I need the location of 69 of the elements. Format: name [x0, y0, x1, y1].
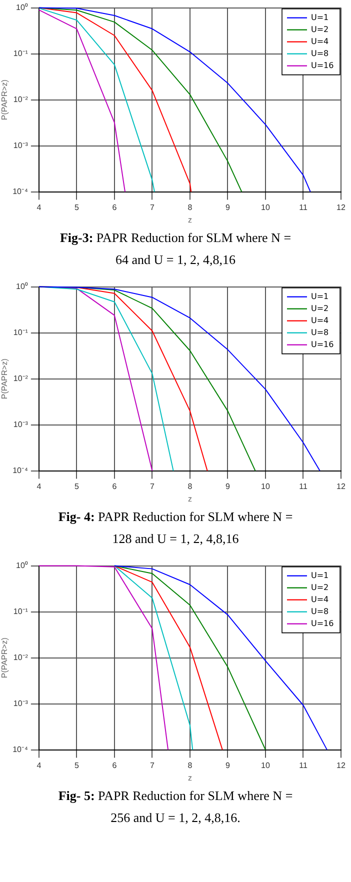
text: Fig- 5:: [58, 788, 95, 803]
x-tick-label: 6: [112, 760, 118, 770]
x-tick-label: 12: [336, 482, 346, 491]
legend-label: U=1: [311, 292, 329, 301]
y-tick-label: 10⁻¹: [13, 49, 28, 58]
x-tick-label: 10: [261, 202, 270, 212]
y-axis-title: P(PAPR>z): [0, 79, 10, 120]
legend-label: U=16: [311, 618, 334, 628]
x-tick-label: 9: [226, 760, 230, 770]
legend-label: U=4: [311, 36, 329, 46]
x-axis-title: z: [188, 494, 192, 504]
x-tick-label: 12: [336, 202, 346, 212]
legend-label: U=8: [311, 606, 329, 616]
text: PAPR Reduction for SLM where N = 64 and U = 1, 2, 4,8,16: [95, 230, 292, 267]
x-tick-label: 8: [188, 482, 193, 491]
x-tick-label: 4: [36, 482, 42, 491]
x-tick-label: 4: [36, 760, 42, 770]
x-tick-label: 7: [150, 482, 155, 491]
y-tick-label: 10⁻⁴: [12, 187, 28, 196]
x-tick-label: 4: [36, 202, 42, 212]
y-tick-label: 10⁻³: [13, 420, 28, 430]
x-tick-label: 10: [261, 760, 270, 770]
text: Fig-3:: [60, 230, 94, 245]
x-tick-label: 11: [299, 482, 308, 491]
x-tick-label: 9: [226, 482, 230, 491]
x-axis-title: z: [188, 215, 192, 224]
text: PAPR Reduction for SLM where N = 256 and U = 1, 2, 4,8,16.: [97, 788, 293, 825]
legend-label: U=1: [311, 570, 329, 580]
x-tick-label: 9: [226, 202, 230, 212]
y-tick-label: 10⁻⁴: [12, 745, 28, 754]
legend-label: U=16: [311, 340, 334, 349]
x-tick-label: 10: [261, 482, 270, 491]
legend-label: U=1: [311, 12, 329, 22]
x-tick-label: 7: [150, 202, 155, 212]
x-tick-label: 8: [188, 202, 193, 212]
y-tick-label: 10⁻¹: [13, 328, 28, 338]
y-tick-label: 10⁻²: [13, 95, 28, 104]
y-tick-label: 10⁻²: [13, 374, 28, 384]
x-tick-label: 12: [336, 760, 346, 770]
y-tick-label: 10⁻⁴: [12, 466, 28, 476]
y-axis-title: P(PAPR>z): [0, 358, 10, 400]
y-tick-label: 10⁻³: [13, 141, 28, 150]
legend-label: U=2: [311, 582, 329, 592]
x-tick-label: 5: [74, 482, 80, 491]
x-tick-label: 6: [112, 202, 118, 212]
legend-label: U=16: [311, 60, 334, 70]
y-axis-title: P(PAPR>z): [0, 637, 10, 678]
legend-label: U=2: [311, 24, 329, 34]
y-tick-label: 10⁰: [16, 3, 28, 12]
y-tick-label: 10⁰: [16, 561, 28, 570]
x-tick-label: 5: [74, 760, 80, 770]
legend-label: U=8: [311, 48, 329, 58]
y-tick-label: 10⁻³: [13, 699, 28, 708]
y-tick-label: 10⁻²: [13, 653, 28, 662]
y-tick-label: 10⁻¹: [13, 607, 28, 616]
text: PAPR Reduction for SLM where N = 128 and U = 1, 2, 4,8,16: [97, 509, 293, 546]
legend-label: U=8: [311, 328, 329, 337]
legend-label: U=4: [311, 594, 329, 604]
x-tick-label: 11: [299, 760, 308, 770]
x-tick-label: 5: [74, 202, 80, 212]
legend-label: U=4: [311, 316, 329, 325]
y-tick-label: 10⁰: [16, 282, 28, 292]
x-tick-label: 11: [299, 202, 308, 212]
x-axis-title: z: [188, 773, 192, 782]
text: Fig- 4:: [58, 509, 95, 524]
legend-label: U=2: [311, 304, 329, 313]
x-tick-label: 8: [188, 760, 193, 770]
x-tick-label: 7: [150, 760, 155, 770]
x-tick-label: 6: [112, 482, 118, 491]
